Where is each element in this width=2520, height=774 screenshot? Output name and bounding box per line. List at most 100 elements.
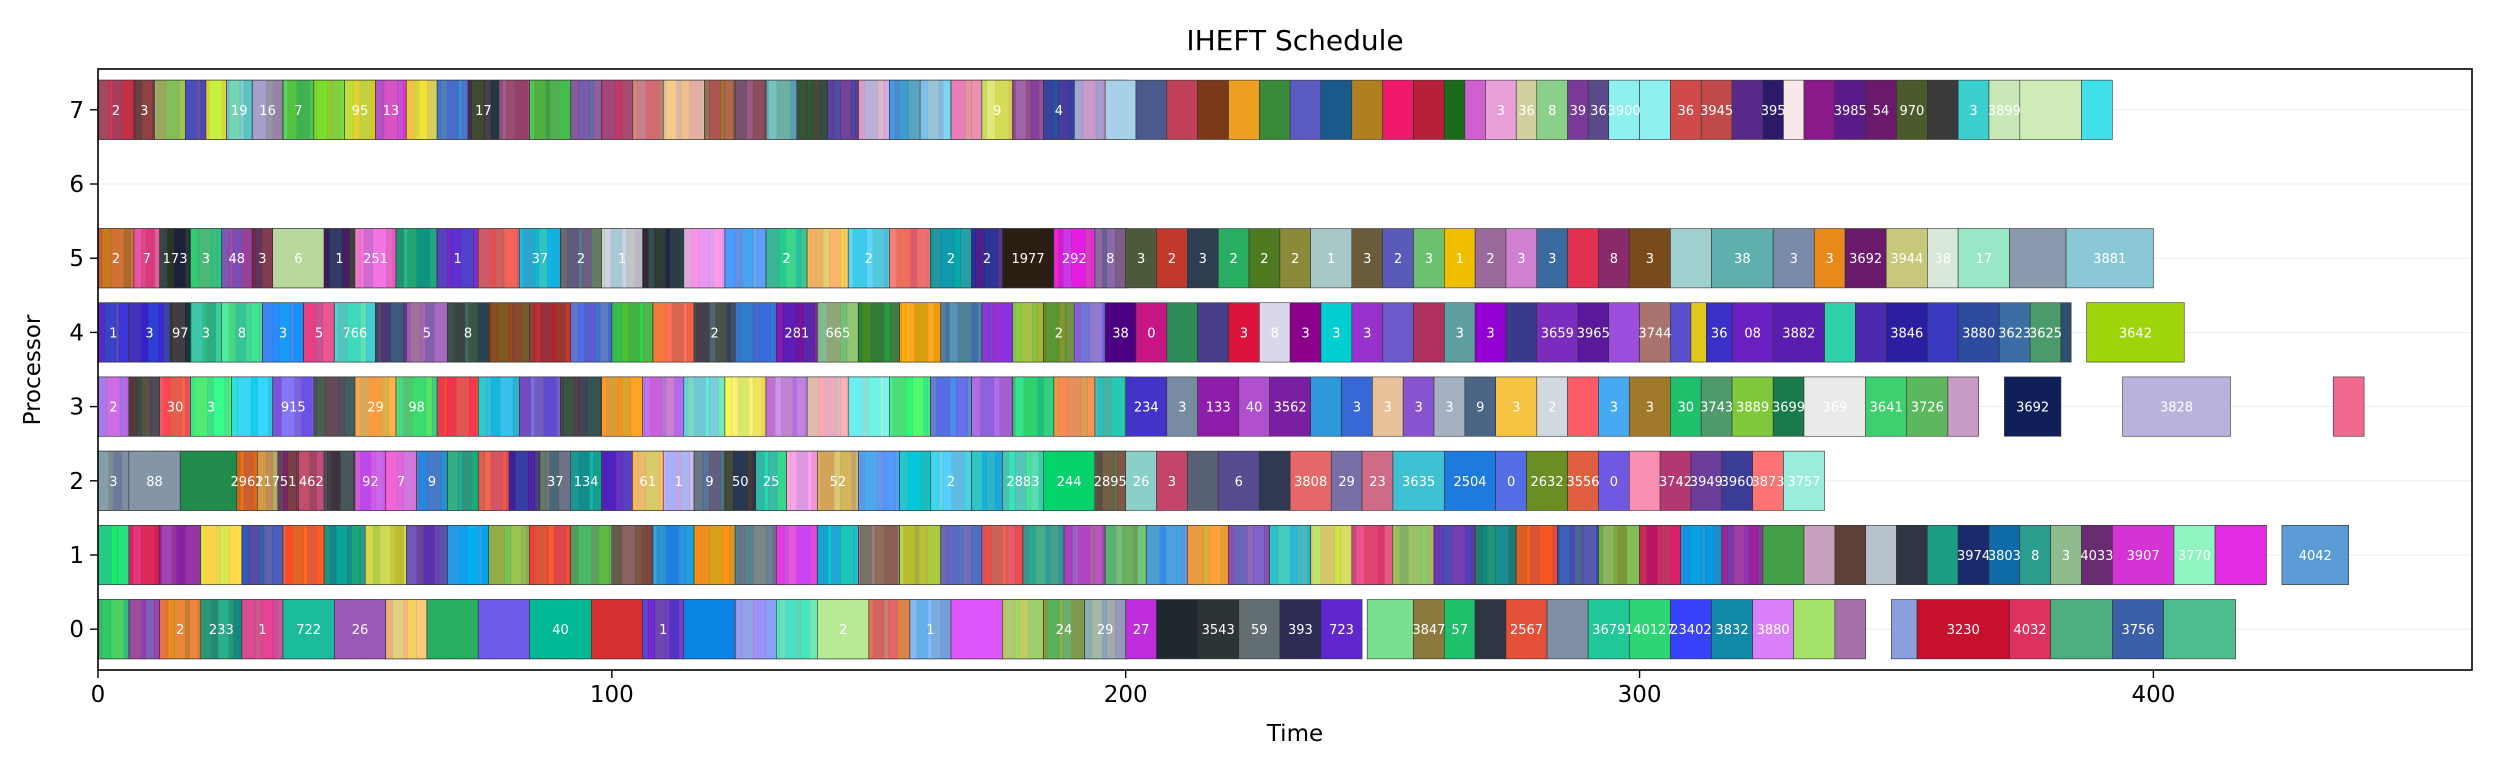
task-bar	[1557, 525, 1599, 585]
task-bar	[847, 228, 890, 289]
task-label: 2632	[1531, 475, 1564, 490]
task-bar	[477, 376, 520, 437]
task-bar	[1700, 376, 1733, 437]
task-bar	[1269, 525, 1311, 585]
task-bar	[611, 525, 654, 585]
task-label: 8	[464, 326, 472, 341]
task-bar	[467, 79, 500, 140]
task-bar	[488, 302, 530, 363]
task-bar	[2214, 525, 2267, 585]
task-bar	[1197, 302, 1229, 363]
task-bar	[858, 302, 900, 363]
task-bar	[652, 302, 695, 363]
task-bar	[1259, 302, 1291, 363]
task-bar	[662, 450, 695, 511]
task-label: 19	[231, 104, 248, 119]
task-bar	[2081, 525, 2113, 585]
task-label: 3	[1425, 252, 1433, 267]
task-label: 26	[1133, 475, 1150, 490]
task-bar	[1310, 228, 1353, 289]
task-bar	[1094, 376, 1127, 437]
task-label: 2	[1486, 252, 1494, 267]
task-bar	[858, 525, 900, 585]
task-label: 3899	[1988, 104, 2021, 119]
task-label: 2	[1168, 252, 1176, 267]
task-bar	[1074, 302, 1106, 363]
task-label: 3	[1178, 401, 1186, 416]
task-label: 3562	[1274, 401, 1307, 416]
task-bar	[1865, 79, 1897, 140]
task-label: 50	[732, 475, 749, 490]
task-bar	[1053, 376, 1096, 437]
task-label: 7	[397, 475, 405, 490]
task-label: 462	[299, 475, 324, 490]
task-label: 134	[574, 475, 599, 490]
task-bar	[1094, 450, 1127, 511]
task-label: 3880	[1757, 623, 1790, 638]
task-label: 665	[826, 326, 851, 341]
task-bar	[1012, 302, 1044, 363]
task-label: 3	[202, 252, 210, 267]
task-bar	[971, 376, 1013, 437]
task-bar	[1670, 228, 1712, 289]
task-label: 25	[763, 475, 780, 490]
task-label: 2883	[1006, 475, 1039, 490]
task-bar	[1197, 599, 1240, 660]
task-label: 3907	[2127, 549, 2160, 564]
task-bar	[1577, 302, 1610, 363]
task-label: 3	[1363, 252, 1371, 267]
task-bar	[1043, 302, 1075, 363]
task-bar	[498, 79, 530, 140]
task-bar	[1259, 79, 1291, 140]
task-bar	[406, 302, 448, 363]
task-bar	[652, 525, 695, 585]
task-label: 281	[784, 326, 809, 341]
task-bar	[889, 376, 931, 437]
task-label: 30	[167, 401, 184, 416]
task-bar	[1125, 450, 1157, 511]
task-bar	[2163, 599, 2236, 660]
task-bar	[858, 79, 890, 140]
task-label: 8	[1610, 252, 1618, 267]
x-tick-label: 100	[590, 682, 634, 708]
task-bar	[1330, 450, 1363, 511]
y-tick-label: 2	[69, 469, 84, 495]
task-bar	[1320, 599, 1363, 660]
task-label: 26	[352, 623, 369, 638]
task-bar	[1608, 302, 1640, 363]
task-bar	[1443, 599, 1476, 660]
task-bar	[570, 450, 602, 511]
task-bar	[2019, 79, 2082, 140]
task-bar	[817, 525, 859, 585]
task-bar	[334, 599, 387, 660]
task-label: 3	[1301, 326, 1309, 341]
task-bar	[1269, 376, 1311, 437]
task-label: 3846	[1890, 326, 1923, 341]
task-label: 8	[2031, 549, 2039, 564]
task-label: 3543	[1202, 623, 1235, 638]
task-bar	[930, 228, 972, 289]
task-bar	[416, 450, 448, 511]
task-bar	[858, 450, 900, 511]
task-bar	[1217, 450, 1260, 511]
task-bar	[1002, 599, 1044, 660]
task-bar	[231, 376, 274, 437]
task-bar	[632, 450, 664, 511]
task-bar	[1135, 79, 1168, 140]
task-bar	[1145, 525, 1188, 585]
task-bar	[1382, 302, 1414, 363]
task-label: 3659	[1541, 326, 1574, 341]
task-label: 3	[140, 104, 148, 119]
task-bar	[241, 525, 284, 585]
task-bar	[334, 302, 376, 363]
task-bar	[1104, 302, 1137, 363]
task-bar	[1957, 79, 1990, 140]
task-bar	[154, 79, 186, 140]
task-bar	[1156, 599, 1198, 660]
task-label: 3847	[1412, 623, 1445, 638]
task-label: 3625	[2029, 326, 2062, 341]
task-bar	[2004, 376, 2062, 437]
task-bar	[1012, 79, 1044, 140]
task-bar	[2050, 525, 2082, 585]
task-label: 3	[1445, 401, 1453, 416]
